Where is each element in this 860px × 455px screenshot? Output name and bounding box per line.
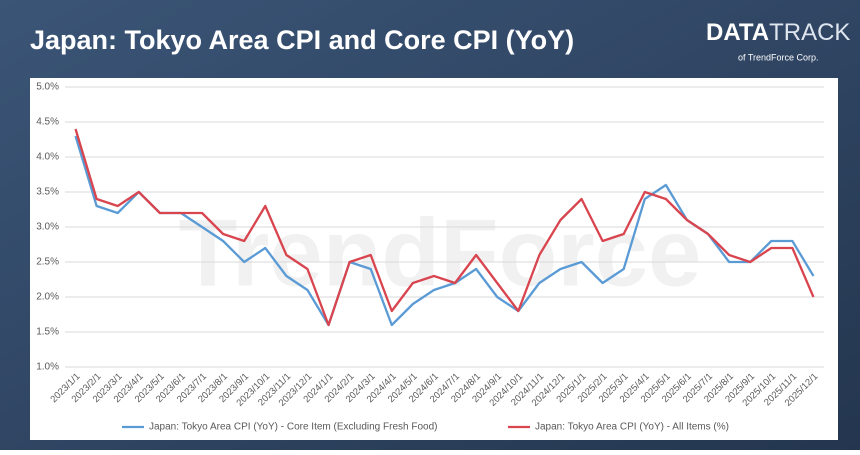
y-tick-label: 3.5% [36,187,59,198]
chart-panel [30,78,838,440]
legend-label: Japan: Tokyo Area CPI (YoY) - All Items … [535,422,729,433]
y-tick-label: 1.5% [36,327,59,338]
logo-accent: TRACK [769,19,850,46]
series-line [74,128,815,327]
y-tick-label: 1.0% [36,362,59,373]
logo-main: DATA [706,19,769,46]
logo: DATATRACK [706,19,850,46]
legend-label: Japan: Tokyo Area CPI (YoY) - Core Item … [149,422,437,433]
y-tick-label: 4.5% [36,117,59,128]
y-tick-label: 5.0% [36,82,59,93]
y-tick-label: 3.0% [36,222,59,233]
y-tick-label: 2.0% [36,292,59,303]
y-tick-label: 4.0% [36,152,59,163]
y-tick-label: 2.5% [36,257,59,268]
page-title: Japan: Tokyo Area CPI and Core CPI (YoY) [30,25,574,55]
logo-sub: of TrendForce Corp. [738,52,819,62]
